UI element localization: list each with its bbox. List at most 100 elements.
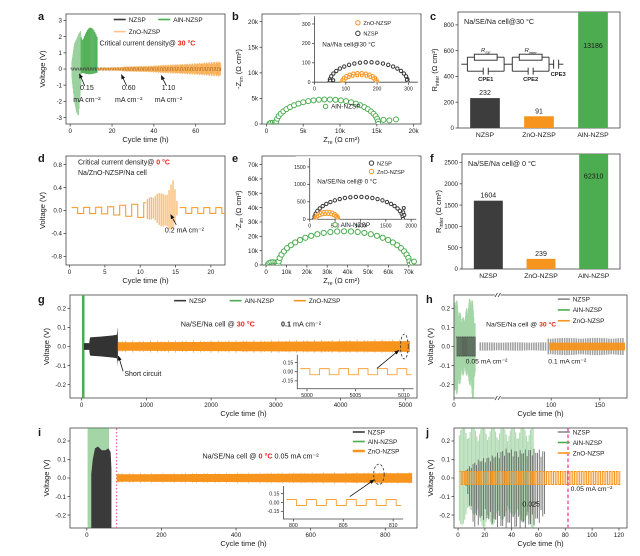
y-tick-label: 0 xyxy=(308,80,311,86)
bar-category-label: AlN-NZSP xyxy=(577,132,609,139)
axis-break-icon xyxy=(494,292,498,298)
y-tick-label: 0.15 xyxy=(269,492,279,498)
series-AlN-NZSP xyxy=(272,96,382,124)
legend-label: ZnO-NZSP xyxy=(363,21,391,27)
bar-category-label: ZnO-NZSP xyxy=(522,132,556,139)
series-ZnO-NZSP xyxy=(286,499,402,506)
y-tick-label: 2 xyxy=(59,34,63,41)
legend-label: AlN-NZSP xyxy=(368,439,397,446)
annotation-text: Na/SE/Na cell @ 30 °C xyxy=(181,319,255,328)
y-tick-label: 0 xyxy=(59,66,63,73)
bar-AlN-NZSP xyxy=(579,154,609,269)
x-axis-label: Cycle time (h) xyxy=(220,539,267,548)
y-tick-label: -1 xyxy=(56,82,62,89)
series-ZnO-NZSP xyxy=(117,341,410,352)
legend-label: NZSP xyxy=(368,429,385,436)
x-axis-label: Cycle time (h) xyxy=(122,135,169,144)
bar-value-label: 13186 xyxy=(583,43,603,50)
annotation-text: 0.1 mA cm⁻² xyxy=(548,359,587,366)
bar-value-label: 62310 xyxy=(584,174,604,181)
series-ZnO-NZSP xyxy=(146,180,178,230)
panel-a-critical-current-density-30C: 0 20 40 60 3 2 1 0 -1 -2 -3 Cycle time (h) Voltage (… xyxy=(36,8,230,150)
series-NZSP xyxy=(479,342,547,351)
legend-label: AlN-NZSP xyxy=(341,222,370,229)
series-AlN-NZSP xyxy=(380,116,399,124)
equivalent-circuit-diagram xyxy=(461,53,564,75)
panel-letter: g xyxy=(38,294,45,306)
y-tick-label: 70k xyxy=(248,162,259,169)
x-tick-label: 0 xyxy=(308,223,311,229)
series-AlN-NZSP xyxy=(80,27,98,75)
x-tick-label: 40k xyxy=(343,269,354,276)
y-tick-label: -0.1 xyxy=(55,494,66,501)
y-tick-label: 1 xyxy=(59,50,63,57)
chart-e: 0 10k 20k 30k 40k 50k 60k 70k 0 10k 20k 30k 40k 50k 60… xyxy=(232,153,422,287)
x-tick-label: 3000 xyxy=(269,402,283,409)
bar-value-label: 239 xyxy=(535,251,547,258)
plot-series xyxy=(454,298,626,398)
annotation-text: Critical current density@ 30 °C xyxy=(99,40,195,48)
x-tick-label: 0 xyxy=(68,128,72,135)
x-tick-label: 100 xyxy=(587,532,598,539)
x-tick-label: 810 xyxy=(389,523,398,529)
x-tick-label: 20 xyxy=(109,128,116,135)
y-tick-label: 500 xyxy=(448,245,459,252)
x-axis-label: Cycle time (h) xyxy=(517,409,564,418)
x-axis-label: Zre (Ω cm²) xyxy=(323,276,360,287)
bar-NZSP xyxy=(470,98,500,128)
x-tick-label: 20k xyxy=(302,269,313,276)
y-tick-label: 0.00 xyxy=(269,500,279,506)
x-tick-label: 0 xyxy=(80,402,84,409)
y-tick-label: 60k xyxy=(248,176,259,183)
panel-letter: b xyxy=(232,11,239,23)
y-tick-label: 2000 xyxy=(444,181,458,188)
plot-series xyxy=(70,27,222,116)
y-tick-label: 200 xyxy=(444,99,455,106)
x-tick-label: 0 xyxy=(265,128,269,135)
legend-label: ZnO-NZSP xyxy=(377,170,405,176)
x-tick-label: 5005 xyxy=(350,393,362,399)
series-NZSP xyxy=(328,77,409,83)
annotation-arrow xyxy=(160,75,167,87)
circuit-resistor-label: RSE xyxy=(481,48,491,55)
legend-marker-circle xyxy=(355,20,361,26)
y-tick-label: 10k xyxy=(248,70,259,77)
x-tick-label: 50k xyxy=(363,269,374,276)
y-tick-label: 0.1 xyxy=(441,325,450,332)
y-tick-label: 0.0 xyxy=(57,475,66,482)
y-tick-label: 0.2 xyxy=(57,438,66,445)
x-tick-label: 70k xyxy=(404,269,415,276)
x-tick-label: 805 xyxy=(339,523,348,529)
series-ZnO-NZSP xyxy=(549,342,626,351)
chart-h: 0 100 150 0.2 0.1 0.0 -0.1 -0.2 Cycle time (h) Vo… xyxy=(426,292,628,418)
plot-series xyxy=(266,96,399,124)
y-axis-label: Voltage (V) xyxy=(38,50,47,88)
y-tick-label: -0.2 xyxy=(439,382,450,389)
legend-label: ZnO-NZSP xyxy=(129,29,161,36)
bar-category-label: AlN-NZSP xyxy=(578,273,610,280)
annotation-arrow xyxy=(170,214,177,226)
series-ZnO-NZSP xyxy=(118,339,408,354)
plot-series xyxy=(327,60,410,83)
panel-e-nyquist-0C: 0 10k 20k 30k 40k 50k 60k 70k 0 10k 20k 30k 40k 50k 60… xyxy=(230,150,426,291)
circuit-resistor-label: Rinter xyxy=(525,48,538,55)
x-tick-label: 40 xyxy=(150,128,157,135)
x-tick-label: 300 xyxy=(404,86,413,92)
x-tick-label: 1000 xyxy=(355,223,367,229)
annotation-text: Na/SE/Na cell @ 0 °C 0.05 mA cm⁻² xyxy=(202,452,319,461)
annotation-text: Na//Na cell@30 °C xyxy=(322,40,375,48)
bar-value-label: 232 xyxy=(479,90,491,97)
zoom-region-ellipse xyxy=(400,333,409,360)
panel-letter: j xyxy=(425,427,429,439)
series-ZnO-NZSP xyxy=(117,472,410,484)
y-tick-label: 0 xyxy=(455,266,459,273)
x-tick-label: 0 xyxy=(456,532,460,539)
y-tick-label: -0.8 xyxy=(51,254,62,261)
bar-NZSP xyxy=(473,200,503,269)
chart-a: 0 20 40 60 3 2 1 0 -1 -2 -3 Cycle time (h) Voltage (… xyxy=(38,11,226,144)
y-tick-label: 300 xyxy=(302,22,311,28)
x-tick-label: 20 xyxy=(481,532,488,539)
panel-letter: a xyxy=(38,11,45,23)
panel-letter: f xyxy=(430,153,434,165)
chart-f: 0 500 1000 1500 2000 2500 Rinter (Ω cm²) 1604 NZ… xyxy=(430,153,621,280)
